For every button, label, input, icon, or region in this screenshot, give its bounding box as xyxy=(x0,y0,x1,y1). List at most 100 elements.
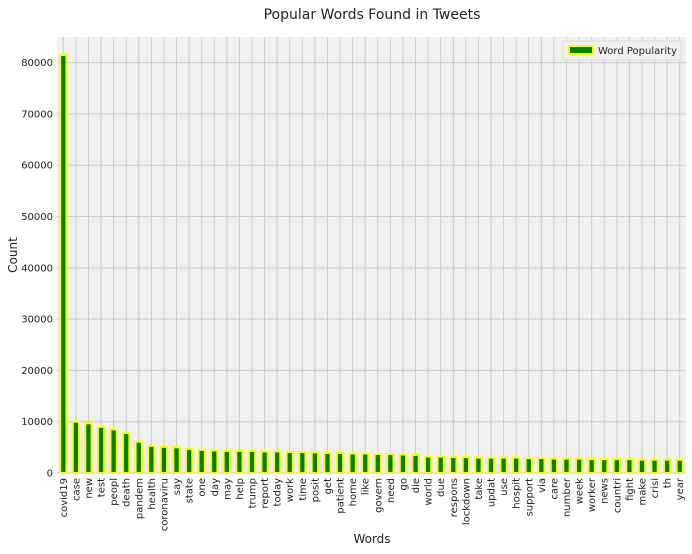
x-tick-label: die xyxy=(411,478,422,493)
x-tick-label: year xyxy=(675,477,686,500)
x-tick-label: govern xyxy=(373,478,384,513)
bar-get xyxy=(323,451,332,475)
legend-swatch xyxy=(568,45,594,55)
x-tick-label: get xyxy=(323,478,334,495)
bar-case xyxy=(71,420,81,474)
x-tick-label: say xyxy=(172,478,183,495)
y-tick-label: 50000 xyxy=(21,212,53,223)
x-tick-label: make xyxy=(637,478,648,505)
bar-trump xyxy=(247,449,257,475)
bar-care xyxy=(549,457,559,474)
x-tick-label: use xyxy=(499,478,510,496)
bar-need xyxy=(386,453,395,475)
x-tick-label: health xyxy=(147,478,158,510)
x-tick-label: go xyxy=(398,478,409,490)
x-tick-label: due xyxy=(436,478,447,497)
bar-coronaviru xyxy=(159,445,169,474)
y-axis-label: Count xyxy=(6,237,20,273)
x-tick-label: take xyxy=(474,478,485,500)
x-tick-label: patient xyxy=(336,478,347,514)
bar-year xyxy=(675,458,684,475)
x-axis-label: Words xyxy=(353,532,390,546)
x-tick-label: posit xyxy=(310,478,321,502)
x-tick-label: countri xyxy=(612,478,623,513)
y-tick-label: 30000 xyxy=(21,315,53,326)
bar-test xyxy=(96,425,106,475)
y-tick-label: 40000 xyxy=(21,263,53,274)
x-tick-label: support xyxy=(524,478,535,516)
y-tick-labels: 0 10000 20000 30000 40000 50000 60000 70000 8000… xyxy=(21,58,53,479)
legend-label: Word Popularity xyxy=(598,46,677,57)
bar-work xyxy=(285,450,294,475)
bar-support xyxy=(524,457,533,474)
y-tick-label: 60000 xyxy=(21,161,53,172)
x-tick-label: updat xyxy=(487,478,498,507)
bar-state xyxy=(184,447,194,474)
bar-one xyxy=(197,448,206,474)
bar-via xyxy=(537,457,546,474)
y-tick-label: 80000 xyxy=(21,58,53,69)
x-tick-label: case xyxy=(71,478,82,501)
bar-countri xyxy=(612,458,621,474)
bar-die xyxy=(411,454,420,474)
bar-make xyxy=(637,458,647,475)
bar-govern xyxy=(373,453,382,475)
bar-crisi xyxy=(650,458,659,475)
x-tick-label: home xyxy=(348,478,359,506)
bar-report xyxy=(260,450,269,475)
bar-take xyxy=(474,456,483,474)
bar-due xyxy=(436,455,445,474)
bar-day xyxy=(210,449,219,475)
bar-covid19 xyxy=(59,53,68,474)
bar-help xyxy=(235,449,244,475)
chart-title: Popular Words Found in Tweets xyxy=(264,7,481,23)
bar-go xyxy=(398,453,408,474)
x-tick-label: death xyxy=(122,478,133,507)
x-tick-label: worker xyxy=(587,477,598,512)
bar-hospit xyxy=(512,456,521,474)
bar-respons xyxy=(449,456,458,474)
x-tick-label: test xyxy=(97,478,108,497)
bar-worker xyxy=(587,458,596,474)
bar-patient xyxy=(335,451,345,475)
x-tick-label: number xyxy=(562,477,573,517)
bar-pandem xyxy=(134,440,143,475)
x-tick-label: need xyxy=(386,478,397,503)
x-tick-label: hospit xyxy=(512,478,523,509)
x-tick-label: report xyxy=(260,478,271,509)
x-tick-label: respons xyxy=(449,478,460,517)
legend: Word Popularity xyxy=(562,40,682,61)
bar-peopl xyxy=(109,428,118,474)
bar-number xyxy=(562,457,571,474)
x-tick-label: crisi xyxy=(650,478,661,498)
x-tick-label: day xyxy=(210,478,221,496)
x-tick-label: one xyxy=(197,478,208,497)
y-tick-label: 20000 xyxy=(21,366,53,377)
bar-use xyxy=(499,456,508,474)
x-tick-label: trump xyxy=(247,478,258,508)
x-tick-label: care xyxy=(549,478,560,500)
x-tick-label: like xyxy=(361,478,372,495)
bar-may xyxy=(222,449,231,475)
plot-area xyxy=(57,37,686,473)
bar-week xyxy=(574,457,584,474)
bar-like xyxy=(361,452,370,475)
x-tick-label: work xyxy=(285,478,296,502)
x-tick-label: lockdown xyxy=(461,478,472,525)
bar-today xyxy=(273,450,282,475)
y-tick-label: 10000 xyxy=(21,417,53,428)
x-tick-label: news xyxy=(600,478,611,504)
bar-health xyxy=(147,444,156,474)
bar-lockdown xyxy=(461,456,470,474)
x-tick-label: th xyxy=(663,478,674,488)
x-tick-label: via xyxy=(537,478,548,493)
bar-time xyxy=(298,450,307,475)
bar-posit xyxy=(310,451,320,475)
bar-fight xyxy=(625,458,634,474)
bar-layer xyxy=(59,53,684,475)
bar-home xyxy=(348,452,357,475)
x-tick-label: week xyxy=(575,478,586,504)
x-tick-label: pandem xyxy=(134,478,145,519)
bar-say xyxy=(172,446,181,474)
x-tick-label: state xyxy=(185,478,196,503)
